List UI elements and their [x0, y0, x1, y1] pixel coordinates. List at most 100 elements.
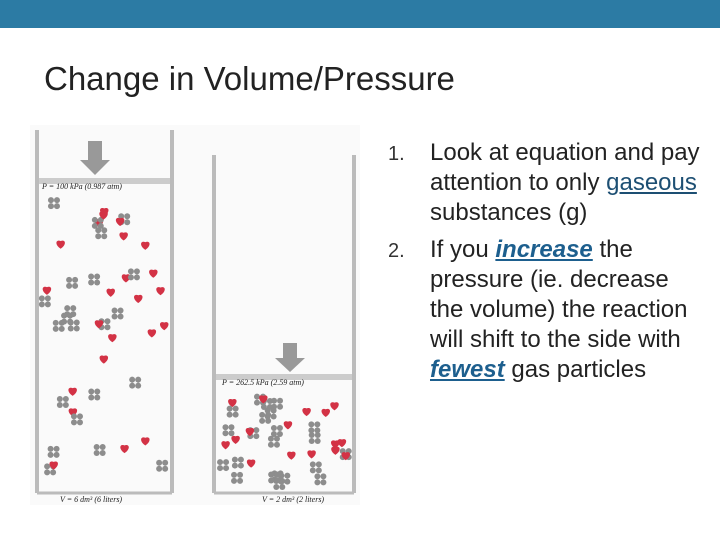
particle: [231, 462, 238, 469]
particle: [223, 459, 230, 466]
particle: [73, 319, 80, 326]
particle: [231, 435, 240, 445]
particle: [133, 268, 140, 275]
particle: [270, 424, 277, 431]
particle: [93, 443, 100, 450]
particle: [253, 427, 260, 434]
particle: [287, 451, 296, 460]
particles: [38, 197, 352, 491]
particle: [133, 274, 140, 281]
particle: [271, 397, 278, 404]
particle: [62, 402, 69, 409]
particle: [314, 421, 321, 428]
particle: [147, 329, 157, 338]
list-item: 2. If you increase the pressure (ie. decr…: [388, 235, 708, 385]
particle: [141, 437, 150, 446]
particle: [99, 443, 106, 450]
particle: [274, 471, 281, 478]
particle: [68, 387, 77, 396]
particle: [284, 478, 291, 485]
particle: [95, 233, 102, 240]
particle: [91, 216, 98, 223]
particle: [226, 405, 233, 412]
particle: [97, 222, 104, 229]
particle: [302, 408, 311, 417]
particle: [38, 295, 45, 302]
emphasis: gaseous: [606, 169, 697, 196]
particle: [135, 382, 142, 389]
particle: [267, 441, 274, 448]
pressure-label: P = 262.5 kPa (2.59 atm): [221, 378, 304, 387]
particle: [135, 376, 142, 383]
particle: [308, 421, 315, 428]
particle: [273, 441, 280, 448]
particle: [237, 456, 244, 463]
particle: [99, 449, 106, 456]
particle: [314, 432, 321, 439]
list-item: 1. Look at equation and pay attention to …: [388, 138, 708, 228]
particle: [308, 427, 315, 434]
particle: [149, 269, 158, 278]
particle: [314, 473, 321, 480]
particle: [330, 402, 339, 411]
particle: [129, 376, 136, 383]
particle: [159, 322, 169, 331]
particle: [58, 325, 65, 332]
particle: [76, 413, 83, 420]
particle: [56, 402, 63, 409]
particle: [270, 407, 277, 414]
particle: [94, 279, 101, 286]
slide-title: Change in Volume/Pressure: [44, 60, 455, 97]
particle: [276, 430, 283, 437]
text: Look at equation and pay attention to on…: [430, 139, 700, 196]
particle: [67, 318, 74, 325]
particle: [104, 324, 111, 331]
particle: [70, 419, 77, 426]
particle: [76, 419, 83, 426]
particle: [309, 467, 316, 474]
particle: [331, 440, 340, 449]
particle: [217, 465, 224, 472]
pressure-label: P = 100 kPa (0.987 atm): [41, 182, 122, 191]
particle: [127, 274, 134, 281]
particle: [88, 279, 95, 286]
particle: [320, 479, 327, 486]
particle: [111, 307, 118, 314]
particle: [52, 325, 59, 332]
particle: [64, 305, 71, 312]
particle: [277, 403, 284, 410]
particle: [117, 307, 124, 314]
particle: [228, 430, 235, 437]
arrow: [275, 343, 305, 372]
particle: [118, 213, 125, 220]
particle: [156, 287, 165, 296]
particle: [223, 465, 230, 472]
particle: [253, 433, 260, 440]
text: the pressure (ie. decrease the volume) t…: [430, 236, 688, 353]
particle: [106, 288, 115, 297]
particle: [72, 282, 79, 289]
particle: [237, 471, 244, 478]
particle: [321, 408, 331, 418]
particle: [270, 430, 277, 437]
item-number: 2.: [388, 240, 405, 262]
particle: [47, 445, 54, 452]
particle: [50, 469, 57, 476]
item-number: 1.: [388, 143, 405, 165]
particle: [231, 477, 238, 484]
particle: [88, 273, 95, 280]
particle: [88, 394, 95, 401]
volume-label: V = 6 dm³ (6 liters): [60, 495, 122, 504]
particle: [70, 305, 77, 312]
particle: [104, 318, 111, 325]
particle: [315, 461, 322, 468]
particle: [70, 413, 77, 420]
particle: [127, 268, 134, 275]
particle: [226, 411, 233, 418]
top-bar: [0, 0, 720, 28]
piston: [216, 374, 352, 380]
particle: [117, 313, 124, 320]
particle: [259, 417, 266, 424]
particle: [56, 240, 65, 249]
